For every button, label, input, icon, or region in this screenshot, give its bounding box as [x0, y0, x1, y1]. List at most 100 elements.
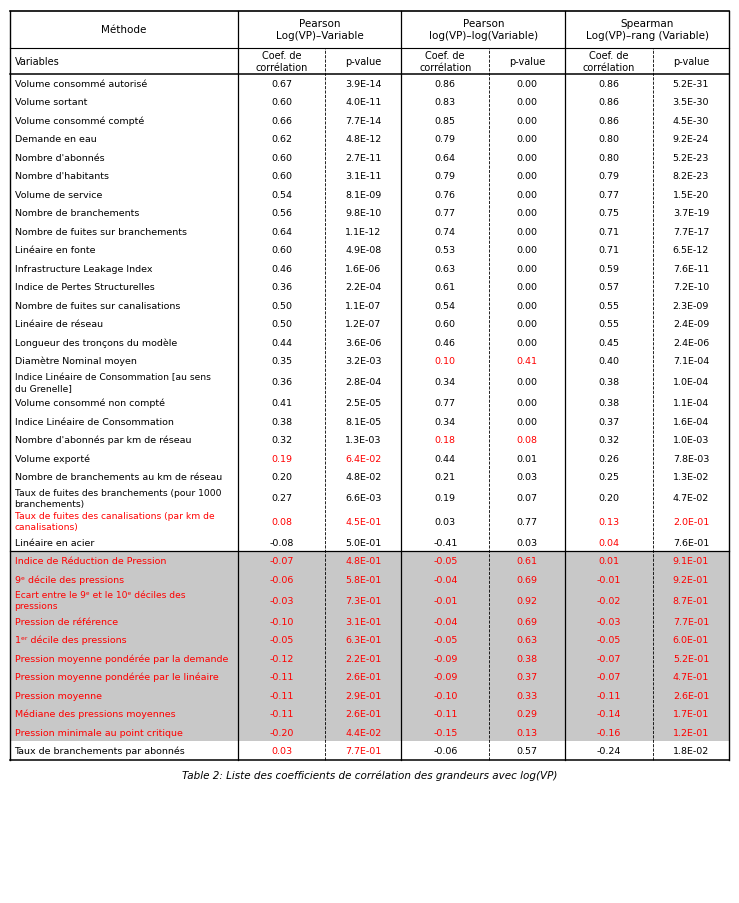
Text: 0.61: 0.61 [435, 283, 456, 292]
Text: -0.04: -0.04 [433, 575, 457, 584]
Text: 0.04: 0.04 [599, 538, 619, 547]
Text: -0.08: -0.08 [269, 538, 293, 547]
Text: 2.6E-01: 2.6E-01 [345, 673, 381, 682]
Text: 2.6E-01: 2.6E-01 [672, 691, 709, 700]
Text: Linéaire de réseau: Linéaire de réseau [15, 320, 103, 329]
Text: 0.55: 0.55 [599, 320, 619, 329]
Text: 0.60: 0.60 [271, 98, 292, 107]
Text: 0.00: 0.00 [517, 98, 538, 107]
Text: 3.1E-01: 3.1E-01 [345, 617, 381, 626]
Text: 7.6E-01: 7.6E-01 [672, 538, 709, 547]
Bar [10, 571, 729, 589]
Text: Diamètre Nominal moyen: Diamètre Nominal moyen [15, 357, 137, 366]
Text: 0.67: 0.67 [271, 79, 292, 88]
Bar [10, 552, 729, 571]
Text: 1.5E-20: 1.5E-20 [672, 191, 709, 200]
Text: -0.03: -0.03 [597, 617, 621, 626]
Text: 0.86: 0.86 [435, 79, 456, 88]
Text: -0.01: -0.01 [597, 575, 621, 584]
Text: -0.05: -0.05 [433, 636, 457, 645]
Text: 0.00: 0.00 [517, 302, 538, 311]
Text: -0.07: -0.07 [597, 654, 621, 663]
Text: -0.06: -0.06 [269, 575, 293, 584]
Text: 0.77: 0.77 [435, 209, 456, 218]
Text: 0.36: 0.36 [271, 283, 292, 292]
Text: -0.14: -0.14 [597, 710, 621, 719]
Text: p-value: p-value [672, 57, 709, 67]
Text: 0.26: 0.26 [599, 454, 619, 463]
Text: -0.03: -0.03 [269, 596, 293, 605]
Bar [10, 631, 729, 649]
Bar [10, 649, 729, 667]
Bar [10, 12, 729, 760]
Text: Médiane des pressions moyennes: Médiane des pressions moyennes [15, 709, 175, 719]
Text: Nombre de fuites sur branchements: Nombre de fuites sur branchements [15, 228, 186, 237]
Text: Pression moyenne pondérée par la demande: Pression moyenne pondérée par la demande [15, 654, 228, 664]
Text: 0.37: 0.37 [517, 673, 538, 682]
Text: 0.18: 0.18 [435, 436, 456, 445]
Text: Volume sortant: Volume sortant [15, 98, 87, 107]
Text: 0.55: 0.55 [599, 302, 619, 311]
Text: 8.7E-01: 8.7E-01 [672, 596, 709, 605]
Text: 0.57: 0.57 [599, 283, 619, 292]
Text: 0.77: 0.77 [599, 191, 619, 200]
Text: 0.44: 0.44 [271, 339, 292, 348]
Text: 0.08: 0.08 [271, 517, 292, 526]
Text: 6.3E-01: 6.3E-01 [345, 636, 381, 645]
Text: 0.20: 0.20 [599, 494, 619, 503]
Text: 0.41: 0.41 [517, 357, 538, 366]
Text: 0.79: 0.79 [435, 135, 456, 144]
Text: 2.5E-05: 2.5E-05 [345, 399, 381, 408]
Text: 0.00: 0.00 [517, 265, 538, 274]
Text: Infrastructure Leakage Index: Infrastructure Leakage Index [15, 265, 152, 274]
Text: 3.7E-19: 3.7E-19 [672, 209, 709, 218]
Text: Linéaire en acier: Linéaire en acier [15, 538, 94, 547]
Text: 6.0E-01: 6.0E-01 [672, 636, 709, 645]
Text: Pearson
Log(VP)–Variable: Pearson Log(VP)–Variable [276, 19, 364, 42]
Text: 1.7E-01: 1.7E-01 [672, 710, 709, 719]
Text: 7.7E-01: 7.7E-01 [345, 747, 381, 756]
Text: 0.08: 0.08 [517, 436, 538, 445]
Text: 0.86: 0.86 [599, 79, 619, 88]
Text: 2.2E-04: 2.2E-04 [345, 283, 381, 292]
Text: 0.60: 0.60 [271, 172, 292, 181]
Text: -0.11: -0.11 [597, 691, 621, 700]
Text: 2.3E-09: 2.3E-09 [672, 302, 709, 311]
Text: 0.00: 0.00 [517, 377, 538, 386]
Text: 0.19: 0.19 [435, 494, 456, 503]
Text: Coef. de
corrélation: Coef. de corrélation [255, 51, 307, 73]
Text: 0.77: 0.77 [435, 399, 456, 408]
Text: 1.6E-06: 1.6E-06 [345, 265, 381, 274]
Text: 0.85: 0.85 [435, 116, 456, 126]
Text: Nombre d'abonnés par km de réseau: Nombre d'abonnés par km de réseau [15, 435, 191, 445]
Bar [10, 704, 729, 723]
Text: -0.09: -0.09 [433, 654, 457, 663]
Text: 4.8E-01: 4.8E-01 [345, 556, 381, 565]
Text: 0.00: 0.00 [517, 172, 538, 181]
Text: 5.2E-23: 5.2E-23 [672, 154, 709, 163]
Text: -0.41: -0.41 [433, 538, 457, 547]
Text: 0.54: 0.54 [435, 302, 456, 311]
Text: 0.61: 0.61 [517, 556, 538, 565]
Text: 0.71: 0.71 [599, 246, 619, 255]
Text: Méthode: Méthode [101, 25, 146, 35]
Text: -0.01: -0.01 [433, 596, 457, 605]
Text: 9.8E-10: 9.8E-10 [345, 209, 381, 218]
Text: 0.77: 0.77 [517, 517, 538, 526]
Text: 4.0E-11: 4.0E-11 [345, 98, 381, 107]
Text: 5.0E-01: 5.0E-01 [345, 538, 381, 547]
Text: Coef. de
corrélation: Coef. de corrélation [583, 51, 636, 73]
Text: Variables: Variables [15, 57, 59, 67]
Text: 3.6E-06: 3.6E-06 [345, 339, 381, 348]
Text: 4.5E-01: 4.5E-01 [345, 517, 381, 526]
Text: Volume de service: Volume de service [15, 191, 102, 200]
Text: Indice de Pertes Structurelles: Indice de Pertes Structurelles [15, 283, 154, 292]
Text: 9ᵉ décile des pressions: 9ᵉ décile des pressions [15, 575, 123, 584]
Text: 1ᵉʳ décile des pressions: 1ᵉʳ décile des pressions [15, 636, 126, 645]
Text: 0.69: 0.69 [517, 617, 538, 626]
Text: 0.34: 0.34 [435, 417, 456, 426]
Text: 9.1E-01: 9.1E-01 [672, 556, 709, 565]
Text: 0.20: 0.20 [271, 473, 292, 481]
Text: 0.38: 0.38 [517, 654, 538, 663]
Text: 0.00: 0.00 [517, 246, 538, 255]
